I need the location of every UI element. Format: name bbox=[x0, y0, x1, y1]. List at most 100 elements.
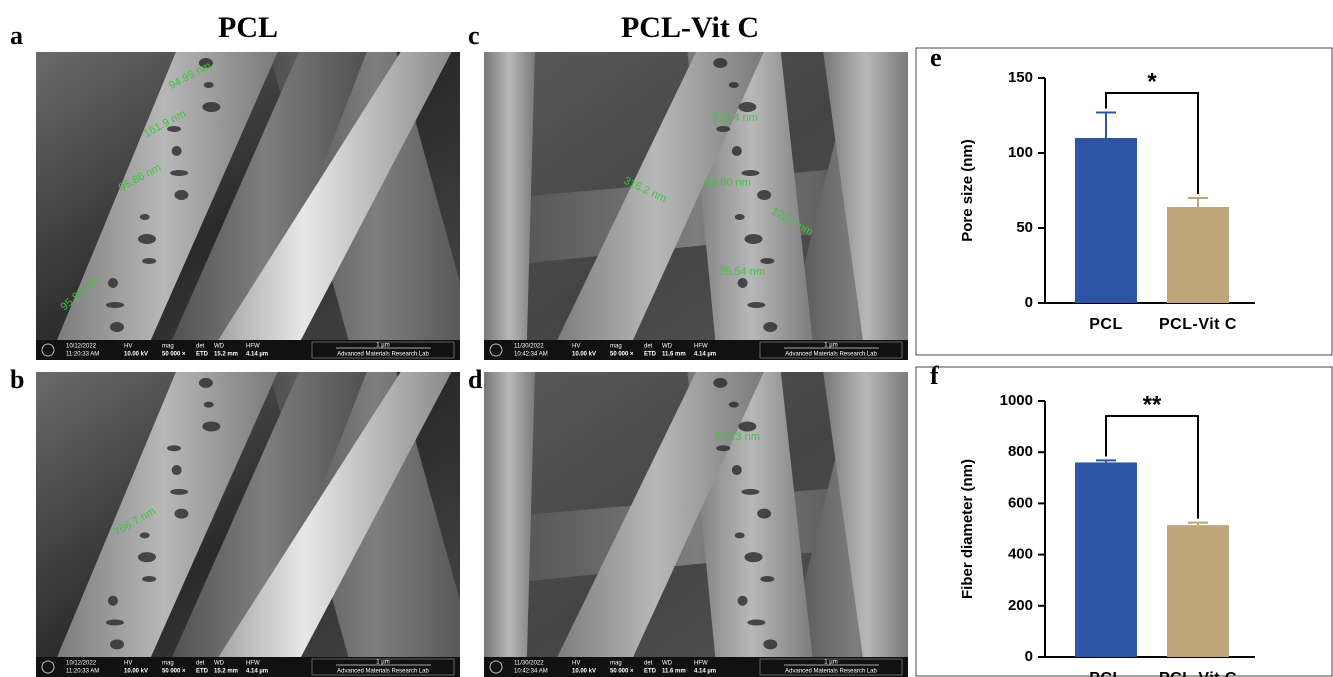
sem-footer-text: 50 000 × bbox=[162, 352, 186, 358]
sem-pore bbox=[729, 82, 739, 88]
sem-footer-text: 15.2 mm bbox=[214, 669, 238, 675]
sem-footer-text: 11.6 mm bbox=[662, 352, 686, 358]
sem-pore bbox=[738, 102, 756, 112]
sem-pore bbox=[757, 509, 771, 519]
sem-pore bbox=[713, 58, 727, 68]
sem-footer-text: WD bbox=[214, 344, 225, 350]
sem-content bbox=[484, 372, 929, 677]
column-title: PCL bbox=[218, 11, 278, 44]
y-axis-label: Fiber diameter (nm) bbox=[959, 459, 976, 599]
sem-footer-text: 50 000 × bbox=[610, 352, 634, 358]
sem-pore bbox=[170, 170, 188, 176]
sem-pore bbox=[716, 445, 730, 451]
sem-footer-text: 4.14 µm bbox=[694, 669, 716, 675]
panel-label: d bbox=[468, 365, 483, 394]
sem-footer-text: 10.00 kV bbox=[124, 352, 148, 358]
sem-footer-text: 50 000 × bbox=[162, 669, 186, 675]
y-tick-label: 200 bbox=[1008, 597, 1033, 614]
sem-footer-text: 11.6 mm bbox=[662, 669, 686, 675]
y-tick-label: 1000 bbox=[1000, 392, 1033, 409]
sem-footer-text: 10:42:34 AM bbox=[514, 669, 548, 675]
sem-footer-text: ETD bbox=[196, 352, 209, 358]
panel-label: c bbox=[468, 21, 480, 50]
sem-image: 10/12/202211:20:33 AMHV10.00 kVmag50 000… bbox=[36, 372, 481, 677]
sem-footer-text: 15.2 mm bbox=[214, 352, 238, 358]
sem-content bbox=[484, 52, 929, 360]
sem-footer-text: Advanced Materials Research Lab bbox=[337, 352, 429, 358]
sem-footer-text: WD bbox=[214, 661, 225, 667]
sem-footer-text: 50 000 × bbox=[610, 669, 634, 675]
sem-measurement: 505.3 nm bbox=[714, 431, 760, 443]
sem-footer-text: HV bbox=[124, 344, 132, 350]
y-tick-label: 100 bbox=[1008, 144, 1033, 161]
figure: 10/12/2022 11:20:33 AM HV 10.00 kV mag 50 000… bbox=[0, 0, 1333, 677]
sem-footer-text: 10.00 kV bbox=[124, 669, 148, 675]
sem-pore bbox=[138, 552, 156, 562]
y-tick-label: 600 bbox=[1008, 494, 1033, 511]
y-tick-label: 150 bbox=[1008, 69, 1033, 86]
panel-label: f bbox=[930, 361, 939, 390]
sem-pore bbox=[140, 532, 150, 538]
sem-measurement: 518.4 nm bbox=[712, 112, 758, 124]
y-tick-label: 0 bbox=[1025, 294, 1033, 311]
sem-pore bbox=[732, 465, 742, 475]
sem-footer-text: 11/30/2022 bbox=[514, 661, 544, 667]
sem-footer-text: ETD bbox=[644, 352, 657, 358]
sem-pore bbox=[729, 402, 739, 408]
sem-footer-text: ETD bbox=[196, 669, 209, 675]
y-tick-label: 0 bbox=[1025, 648, 1033, 665]
bar bbox=[1167, 207, 1229, 303]
sem-footer-text: WD bbox=[662, 344, 673, 350]
sem-footer-text: WD bbox=[662, 661, 673, 667]
y-tick-label: 400 bbox=[1008, 546, 1033, 563]
bar bbox=[1075, 462, 1137, 657]
sem-pore bbox=[142, 258, 156, 264]
sem-pore bbox=[174, 509, 188, 519]
sem-footer-text: mag bbox=[610, 344, 622, 350]
sem-pore bbox=[199, 378, 213, 388]
sem-footer-text: 10/12/2022 bbox=[66, 661, 97, 667]
sem-pore bbox=[172, 465, 182, 475]
sem-footer-text: det bbox=[644, 344, 653, 350]
panel-label: a bbox=[10, 21, 23, 50]
sem-pore bbox=[763, 322, 777, 332]
sem-pore bbox=[760, 258, 774, 264]
sem-pore bbox=[106, 302, 124, 308]
y-tick-label: 800 bbox=[1008, 443, 1033, 460]
bar bbox=[1167, 525, 1229, 657]
sem-footer-text: det bbox=[196, 661, 205, 667]
sem-pore bbox=[108, 278, 118, 288]
significance-label: ** bbox=[1143, 391, 1162, 418]
sem-pore bbox=[713, 378, 727, 388]
sem-footer-text: HV bbox=[572, 661, 580, 667]
x-tick-label: PCL-Vit C bbox=[1159, 670, 1237, 677]
sem-footer-text: 11:20:33 AM bbox=[66, 352, 99, 358]
sem-pore bbox=[204, 402, 214, 408]
sem-footer-text: mag bbox=[162, 661, 174, 667]
sem-footer-text: ETD bbox=[644, 669, 657, 675]
y-tick-label: 50 bbox=[1016, 219, 1033, 236]
sem-pore bbox=[110, 639, 124, 649]
sem-pore bbox=[172, 146, 182, 156]
sem-pore bbox=[108, 596, 118, 606]
sem-footer-text: 1 µm bbox=[824, 343, 837, 349]
panel-label: e bbox=[930, 43, 942, 72]
sem-pore bbox=[716, 126, 730, 132]
sem-pore bbox=[757, 190, 771, 200]
sem-pore bbox=[747, 620, 765, 626]
sem-pore bbox=[110, 322, 124, 332]
sem-footer-text: mag bbox=[610, 661, 622, 667]
sem-footer-text: 4.14 µm bbox=[694, 352, 716, 358]
sem-pore bbox=[738, 278, 748, 288]
sem-pore bbox=[204, 82, 214, 88]
sem-pore bbox=[167, 445, 181, 451]
sem-footer-text: 11:20:33 AM bbox=[66, 669, 99, 675]
sem-footer-text: det bbox=[644, 661, 653, 667]
significance-label: * bbox=[1147, 68, 1157, 95]
sem-pore bbox=[763, 639, 777, 649]
sem-measurement: 59.60 nm bbox=[705, 177, 751, 189]
sem-footer-text: mag bbox=[162, 344, 174, 350]
sem-footer-text: HV bbox=[572, 344, 580, 350]
sem-pore bbox=[744, 234, 762, 244]
sem-footer-text: 4.14 µm bbox=[246, 669, 268, 675]
